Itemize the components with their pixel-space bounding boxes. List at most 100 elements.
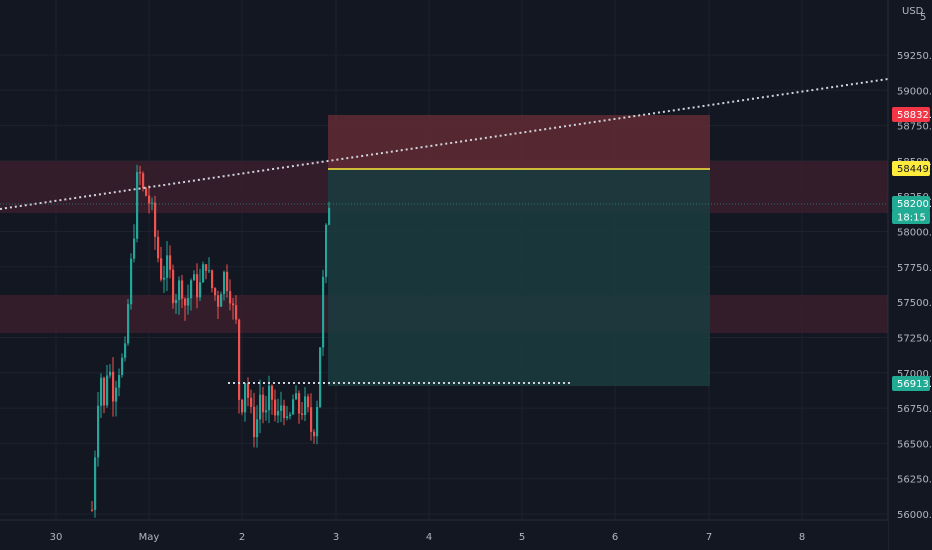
drawing-lines[interactable] [0,78,889,384]
candle-body[interactable] [181,280,184,299]
price-tick-label: 58750.0 [897,122,932,133]
candle-body[interactable] [283,405,286,419]
candle-body[interactable] [301,413,304,415]
candle-body[interactable] [190,280,193,299]
candle-body[interactable] [172,269,175,304]
candle-body[interactable] [244,383,247,413]
candle-body[interactable] [124,343,127,358]
candle-body[interactable] [205,264,208,271]
entry-price-badge-label: 58449.5 [897,164,932,175]
candle-body[interactable] [229,291,232,304]
candle-body[interactable] [130,258,133,305]
candle-body[interactable] [292,399,295,415]
candle-body[interactable] [325,224,328,277]
time-tick-label: 30 [50,532,63,543]
candle-body[interactable] [313,431,316,437]
candle-body[interactable] [238,319,241,400]
candle-body[interactable] [211,270,214,289]
candle-body[interactable] [319,347,322,408]
time-tick-label: May [139,532,160,543]
candle-body[interactable] [91,509,94,511]
price-axis[interactable]: 59250.059000.058750.058500.058250.058000… [887,0,932,550]
candle-body[interactable] [169,255,172,270]
candle-body[interactable] [103,377,106,406]
candle-body[interactable] [262,394,265,413]
candle-body[interactable] [163,277,166,280]
price-tick-label: 58000.0 [897,228,932,239]
candle-body[interactable] [115,387,118,402]
candle-body[interactable] [133,238,136,259]
candle-body[interactable] [217,295,220,307]
price-tick-label: 56750.0 [897,404,932,415]
candle-body[interactable] [256,419,259,438]
candle-body[interactable] [100,377,103,406]
candle-body[interactable] [223,271,226,295]
candle-body[interactable] [178,280,181,300]
candle-body[interactable] [214,288,217,296]
candlestick-series[interactable] [91,164,331,518]
candle-body[interactable] [277,410,280,416]
price-tick-label: 59000.0 [897,86,932,97]
candle-body[interactable] [208,270,211,272]
candle-body[interactable] [304,396,307,415]
candle-body[interactable] [94,457,97,510]
candle-body[interactable] [226,271,229,292]
candle-body[interactable] [259,394,262,420]
candle-body[interactable] [271,385,274,400]
candle-body[interactable] [295,393,298,400]
candle-body[interactable] [121,357,124,376]
candle-body[interactable] [220,294,223,307]
time-axis[interactable]: 30 May 2 3 4 5 6 7 8 [0,519,888,550]
candle-body[interactable] [232,303,235,306]
candle-body[interactable] [268,385,271,411]
candle-body[interactable] [166,255,169,278]
candle-body[interactable] [307,396,310,408]
price-axis-background [888,0,932,550]
candle-body[interactable] [175,299,178,304]
candle-body[interactable] [274,399,277,416]
candle-body[interactable] [250,397,253,407]
time-tick-label: 5 [519,532,525,543]
price-tick-label: 56000.0 [897,510,932,521]
candle-body[interactable] [142,173,145,188]
candle-body[interactable] [106,375,109,406]
stop-loss-zone [328,115,710,169]
candle-body[interactable] [253,406,256,438]
candle-body[interactable] [151,202,154,204]
currency-label[interactable]: USD [902,6,924,17]
candle-body[interactable] [289,414,292,417]
candle-body[interactable] [241,399,244,413]
candle-body[interactable] [154,202,157,237]
candle-body[interactable] [139,172,142,174]
candle-body[interactable] [286,416,289,419]
candle-body[interactable] [316,407,319,437]
candle-body[interactable] [322,276,325,348]
candle-body[interactable] [328,207,331,225]
candle-body[interactable] [97,405,100,458]
candle-body[interactable] [202,264,205,283]
candle-body[interactable] [160,258,163,280]
candle-body[interactable] [112,371,115,402]
price-tick-label: 57750.0 [897,263,932,274]
candle-body[interactable] [298,393,301,414]
entry-price-badge [892,161,930,176]
candle-body[interactable] [196,274,199,298]
candle-body[interactable] [127,304,130,344]
candle-body[interactable] [118,375,121,388]
candle-body[interactable] [247,383,250,398]
candle-body[interactable] [265,410,268,413]
candle-body[interactable] [145,187,148,196]
candle-body[interactable] [109,371,112,376]
candle-body[interactable] [280,405,283,411]
candle-body[interactable] [148,195,151,204]
candle-body[interactable] [187,298,190,306]
candle-body[interactable] [136,172,139,239]
candle-body[interactable] [310,407,313,432]
candle-body[interactable] [184,298,187,306]
candle-body[interactable] [157,236,160,259]
candle-body[interactable] [193,274,196,281]
candle-body[interactable] [199,282,202,298]
candle-body[interactable] [235,305,238,320]
drawing-zones [0,115,888,386]
